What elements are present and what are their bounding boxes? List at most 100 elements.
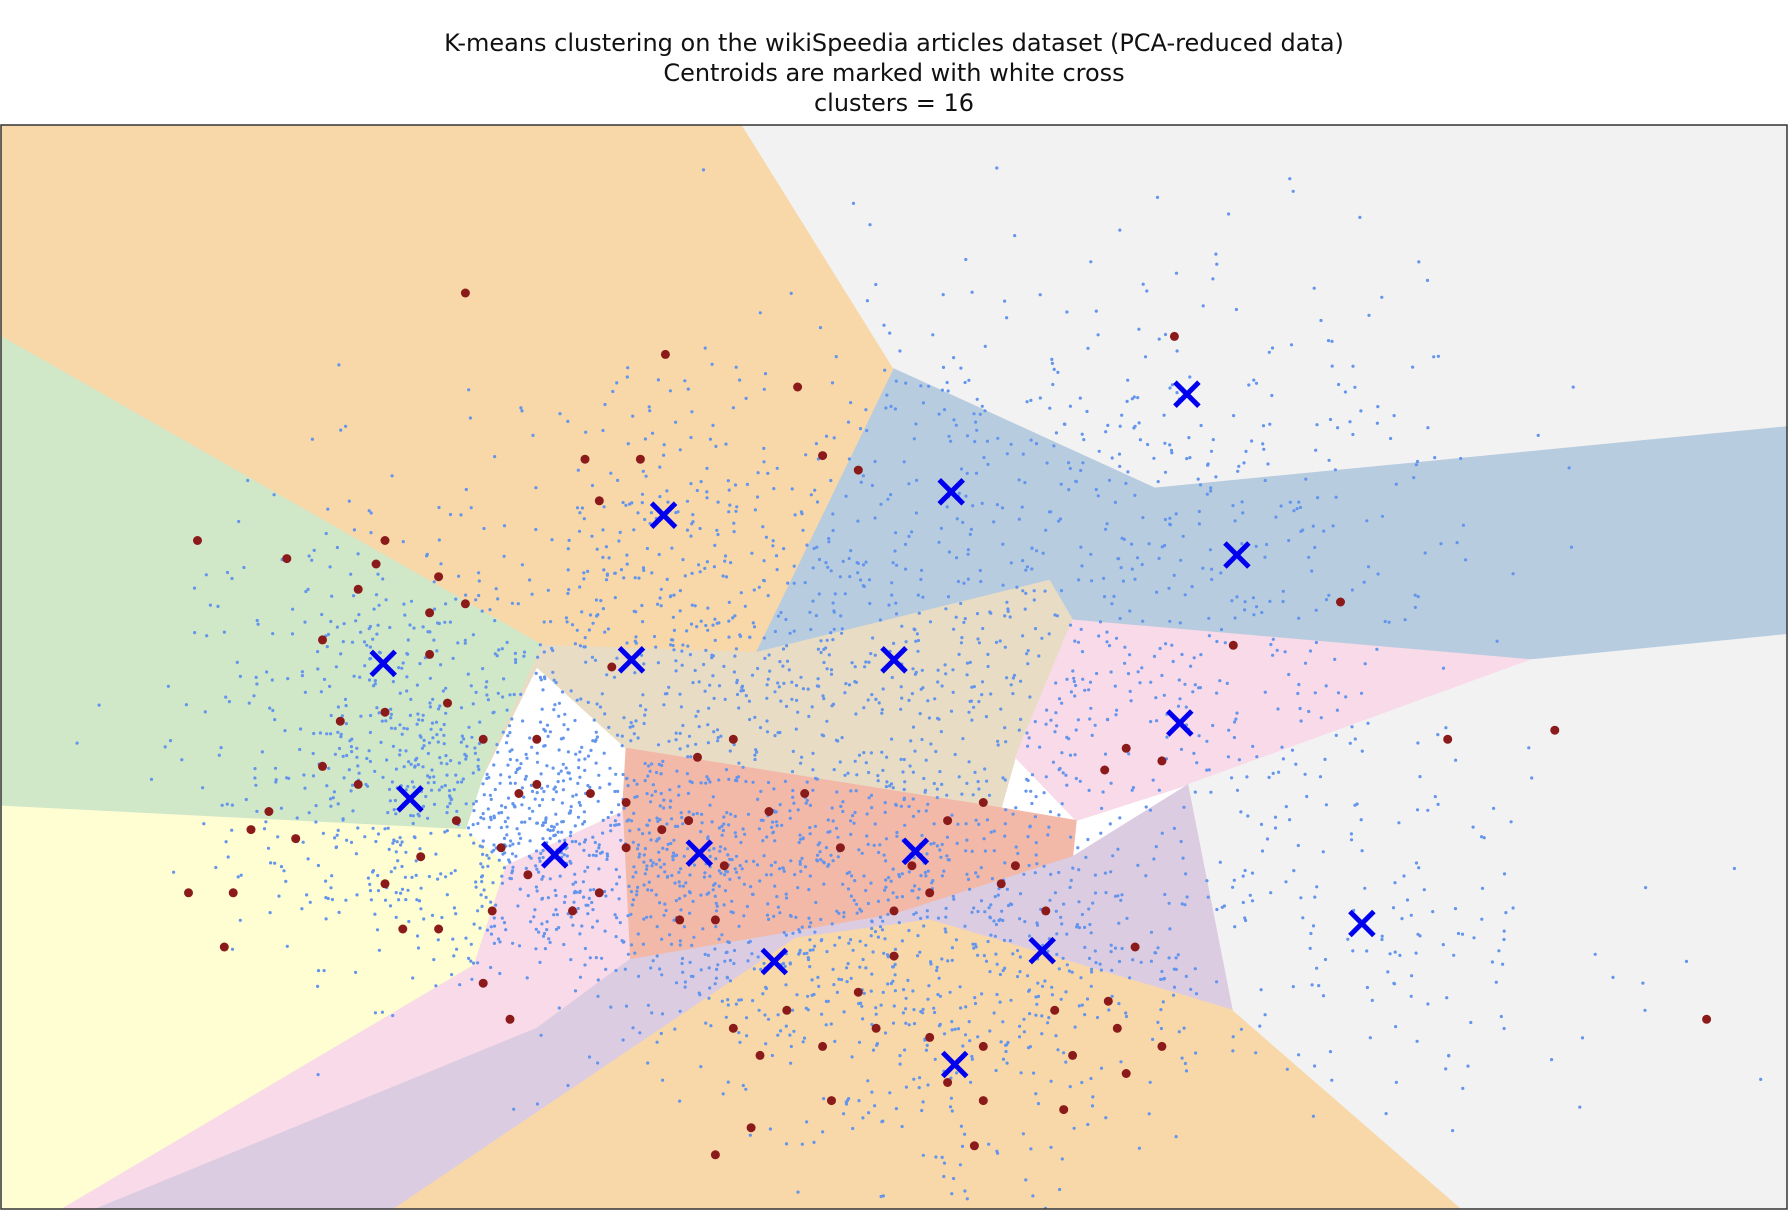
data-point	[384, 598, 388, 602]
data-point	[1048, 898, 1052, 902]
data-point	[350, 750, 354, 754]
data-point	[1273, 826, 1278, 830]
data-point	[678, 943, 682, 947]
data-point	[1315, 885, 1319, 889]
data-point	[344, 898, 348, 902]
data-point	[1040, 636, 1044, 640]
data-point	[1025, 652, 1029, 656]
data-point	[603, 712, 607, 716]
data-point	[1159, 977, 1163, 982]
data-point	[672, 918, 676, 922]
data-point	[1298, 505, 1303, 510]
data-point	[519, 692, 523, 697]
data-point	[717, 884, 721, 888]
data-point	[394, 767, 398, 771]
data-point	[1038, 293, 1042, 297]
data-point	[781, 647, 786, 651]
data-point	[586, 903, 590, 907]
data-point	[1233, 720, 1237, 724]
data-point	[693, 668, 697, 673]
data-point	[1093, 723, 1097, 727]
data-point	[538, 643, 542, 647]
data-point	[945, 835, 950, 839]
data-point	[953, 1027, 957, 1031]
data-point	[557, 926, 561, 930]
data-point	[865, 429, 869, 433]
data-point	[1072, 676, 1076, 680]
data-point	[653, 789, 658, 794]
data-point	[1328, 1050, 1333, 1054]
data-point	[907, 698, 911, 703]
data-point	[813, 930, 817, 934]
data-point	[899, 685, 903, 689]
data-point	[1128, 976, 1132, 980]
highlight-point	[1041, 906, 1051, 916]
data-point	[1018, 1024, 1022, 1028]
data-point	[936, 668, 940, 672]
data-point	[622, 576, 626, 580]
data-point	[1210, 577, 1214, 582]
data-point	[563, 895, 567, 899]
data-point	[1392, 981, 1396, 986]
data-point	[1414, 463, 1418, 467]
data-point	[859, 909, 864, 913]
data-point	[1268, 599, 1272, 604]
data-point	[658, 596, 662, 600]
data-point	[410, 875, 414, 880]
data-point	[673, 881, 677, 885]
data-point	[492, 848, 496, 852]
data-point	[894, 531, 898, 535]
data-point	[1285, 1067, 1289, 1071]
data-point	[965, 434, 970, 438]
data-point	[452, 954, 456, 958]
data-point	[1324, 803, 1328, 807]
data-point	[1240, 542, 1244, 546]
data-point	[701, 927, 705, 931]
data-point	[464, 802, 468, 806]
data-point	[447, 789, 452, 793]
data-point	[668, 389, 673, 393]
data-point	[665, 577, 669, 582]
data-point	[651, 783, 655, 787]
data-point	[474, 799, 478, 803]
data-point	[1164, 642, 1168, 646]
data-point	[1109, 870, 1113, 874]
data-point	[1086, 837, 1090, 842]
data-point	[409, 813, 413, 818]
data-point	[1001, 1057, 1006, 1061]
data-point	[1271, 637, 1275, 641]
data-point	[783, 964, 787, 969]
data-point	[699, 781, 703, 785]
data-point	[894, 379, 898, 383]
data-point	[1168, 927, 1172, 931]
data-point	[247, 701, 251, 705]
data-point	[1110, 994, 1114, 999]
data-point	[1078, 779, 1082, 783]
data-point	[316, 667, 320, 671]
data-point	[777, 685, 781, 689]
data-point	[902, 988, 906, 992]
data-point	[489, 818, 493, 822]
data-point	[452, 788, 456, 792]
data-point	[1281, 589, 1285, 593]
data-point	[645, 867, 649, 871]
data-point	[1288, 500, 1292, 504]
data-point	[755, 863, 760, 867]
data-point	[324, 917, 328, 921]
data-point	[753, 753, 757, 757]
data-point	[569, 915, 573, 919]
data-point	[492, 814, 496, 818]
data-point	[725, 950, 729, 954]
data-point	[437, 621, 441, 626]
data-point	[1030, 546, 1034, 551]
data-point	[1029, 438, 1033, 442]
data-point	[310, 558, 314, 562]
data-point	[1024, 1178, 1028, 1182]
data-point	[690, 410, 694, 414]
data-point	[948, 990, 952, 994]
data-point	[552, 825, 556, 829]
data-point	[355, 893, 359, 897]
data-point	[950, 1109, 954, 1113]
data-point	[692, 863, 697, 867]
data-point	[366, 784, 370, 788]
